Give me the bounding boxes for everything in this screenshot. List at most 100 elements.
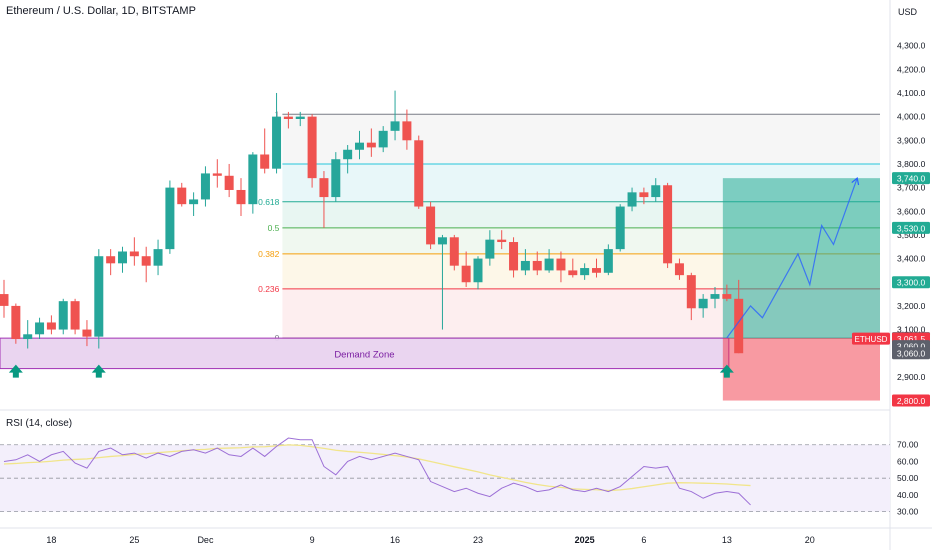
rsi-title: RSI (14, close): [6, 418, 73, 429]
candle-body: [710, 294, 720, 299]
candle-body: [165, 187, 175, 250]
position-target-zone: [722, 178, 880, 339]
candle-body: [307, 116, 317, 179]
candle-body: [497, 239, 507, 243]
candle-body: [58, 301, 68, 330]
candle-body: [627, 192, 637, 207]
time-tick-label: 18: [46, 535, 56, 545]
symbol-tag-label: ETHUSD: [855, 335, 888, 344]
demand-zone-label: Demand Zone: [334, 349, 394, 360]
candle-body: [141, 256, 151, 266]
price-tick-label: 3,400.0: [897, 254, 926, 264]
candle-body: [319, 178, 329, 198]
candle-body: [734, 298, 744, 354]
projection-path: [726, 177, 858, 339]
candle-body: [189, 199, 199, 205]
candle-body: [437, 237, 447, 245]
candle-body: [106, 256, 116, 264]
up-arrow-icon: [91, 364, 106, 378]
up-arrow-icon: [8, 364, 23, 378]
price-tick-label: 4,100.0: [897, 88, 926, 98]
candle-body: [722, 294, 732, 299]
candle-body: [177, 187, 187, 205]
price-badge-label: 3,060.0: [897, 342, 926, 352]
candle-body: [461, 265, 471, 283]
candle-body: [509, 242, 519, 271]
candle-body: [35, 322, 45, 335]
candle-body: [532, 260, 542, 271]
rsi-tick-label: 40.00: [897, 490, 919, 500]
candle-body: [390, 121, 400, 131]
candle-body: [686, 275, 696, 309]
chart-title: Ethereum / U.S. Dollar, 1D, BITSTAMP: [6, 5, 196, 17]
candle-body: [82, 329, 92, 337]
fib-zone: [282, 114, 880, 164]
time-tick-label: Dec: [197, 535, 214, 545]
candle-body: [248, 154, 258, 205]
rsi-line: [3, 437, 751, 506]
candle-body: [283, 116, 293, 119]
candle-body: [449, 237, 459, 266]
price-tick-label: 3,100.0: [897, 325, 926, 335]
candle-body: [544, 258, 554, 271]
candle-body: [520, 260, 530, 271]
candle-body: [272, 116, 282, 169]
candle-body: [129, 251, 139, 257]
fib-label: 1: [275, 109, 280, 119]
price-badge: [892, 221, 930, 234]
candle-body: [556, 258, 566, 271]
currency-label[interactable]: USD: [898, 7, 918, 17]
candle-body: [200, 173, 210, 200]
price-tick-label: 3,600.0: [897, 206, 926, 216]
candle-body: [153, 249, 163, 266]
fib-label: 0.382: [258, 249, 280, 259]
time-tick-label: 2025: [575, 535, 595, 545]
candle-body: [663, 185, 673, 264]
fib-label: 0.236: [258, 284, 280, 294]
candle-body: [485, 239, 495, 259]
candle-body: [402, 121, 412, 141]
candle-body: [414, 140, 424, 207]
candle-body: [46, 322, 56, 330]
candle-body: [94, 256, 104, 337]
price-tick-label: 4,300.0: [897, 41, 926, 51]
price-tick-label: 3,800.0: [897, 159, 926, 169]
price-badge-label: 3,061.5: [897, 334, 926, 344]
candle-body: [426, 206, 436, 245]
price-tick-label: 3,900.0: [897, 135, 926, 145]
price-badge: [892, 347, 930, 360]
candle-body: [378, 130, 388, 148]
candle-body: [11, 305, 21, 340]
time-tick-label: 16: [390, 535, 400, 545]
price-tick-label: 2,900.0: [897, 372, 926, 382]
projection-arrowhead: [851, 177, 860, 186]
candle-body: [674, 263, 684, 276]
fib-label: 0.5: [268, 223, 280, 233]
candle-body: [568, 270, 578, 276]
candle-body: [70, 301, 80, 330]
price-badge-label: 3,740.0: [897, 174, 926, 184]
candle-body: [473, 258, 483, 283]
rsi-tick-label: 50.00: [897, 473, 919, 483]
candle-body: [592, 268, 601, 273]
candle-body: [343, 149, 353, 160]
price-badge: [892, 172, 930, 185]
price-badge-label: 3,530.0: [897, 223, 926, 233]
candle-body: [580, 268, 590, 276]
price-tick-label: 3,200.0: [897, 301, 926, 311]
position-stop-zone: [722, 338, 880, 401]
up-arrow-icon: [719, 364, 734, 378]
symbol-tag: [852, 332, 890, 345]
time-tick-label: 23: [473, 535, 483, 545]
candle-body: [236, 189, 246, 205]
candle-body: [615, 206, 625, 250]
rsi-ma-line: [3, 444, 751, 492]
price-tick-label: 3,500.0: [897, 230, 926, 240]
candle-body: [366, 142, 376, 148]
candle-body: [212, 173, 222, 176]
price-badge-label: 3,060.0: [897, 349, 926, 359]
time-tick-label: 25: [129, 535, 139, 545]
candle-body: [0, 294, 9, 306]
